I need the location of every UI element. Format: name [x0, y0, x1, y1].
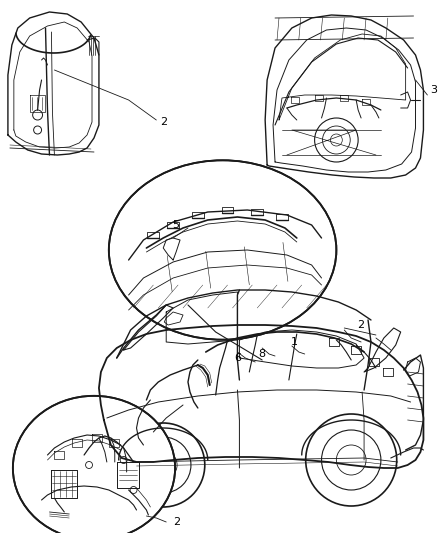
Text: 2: 2: [160, 117, 167, 127]
Text: 5: 5: [173, 220, 180, 230]
Ellipse shape: [109, 160, 336, 340]
Text: 6: 6: [234, 353, 241, 363]
Text: 2: 2: [173, 517, 180, 527]
Text: 1: 1: [291, 337, 298, 347]
Text: 8: 8: [258, 349, 266, 359]
Text: 2: 2: [357, 320, 365, 330]
Ellipse shape: [13, 396, 175, 533]
Text: 3: 3: [431, 85, 438, 95]
